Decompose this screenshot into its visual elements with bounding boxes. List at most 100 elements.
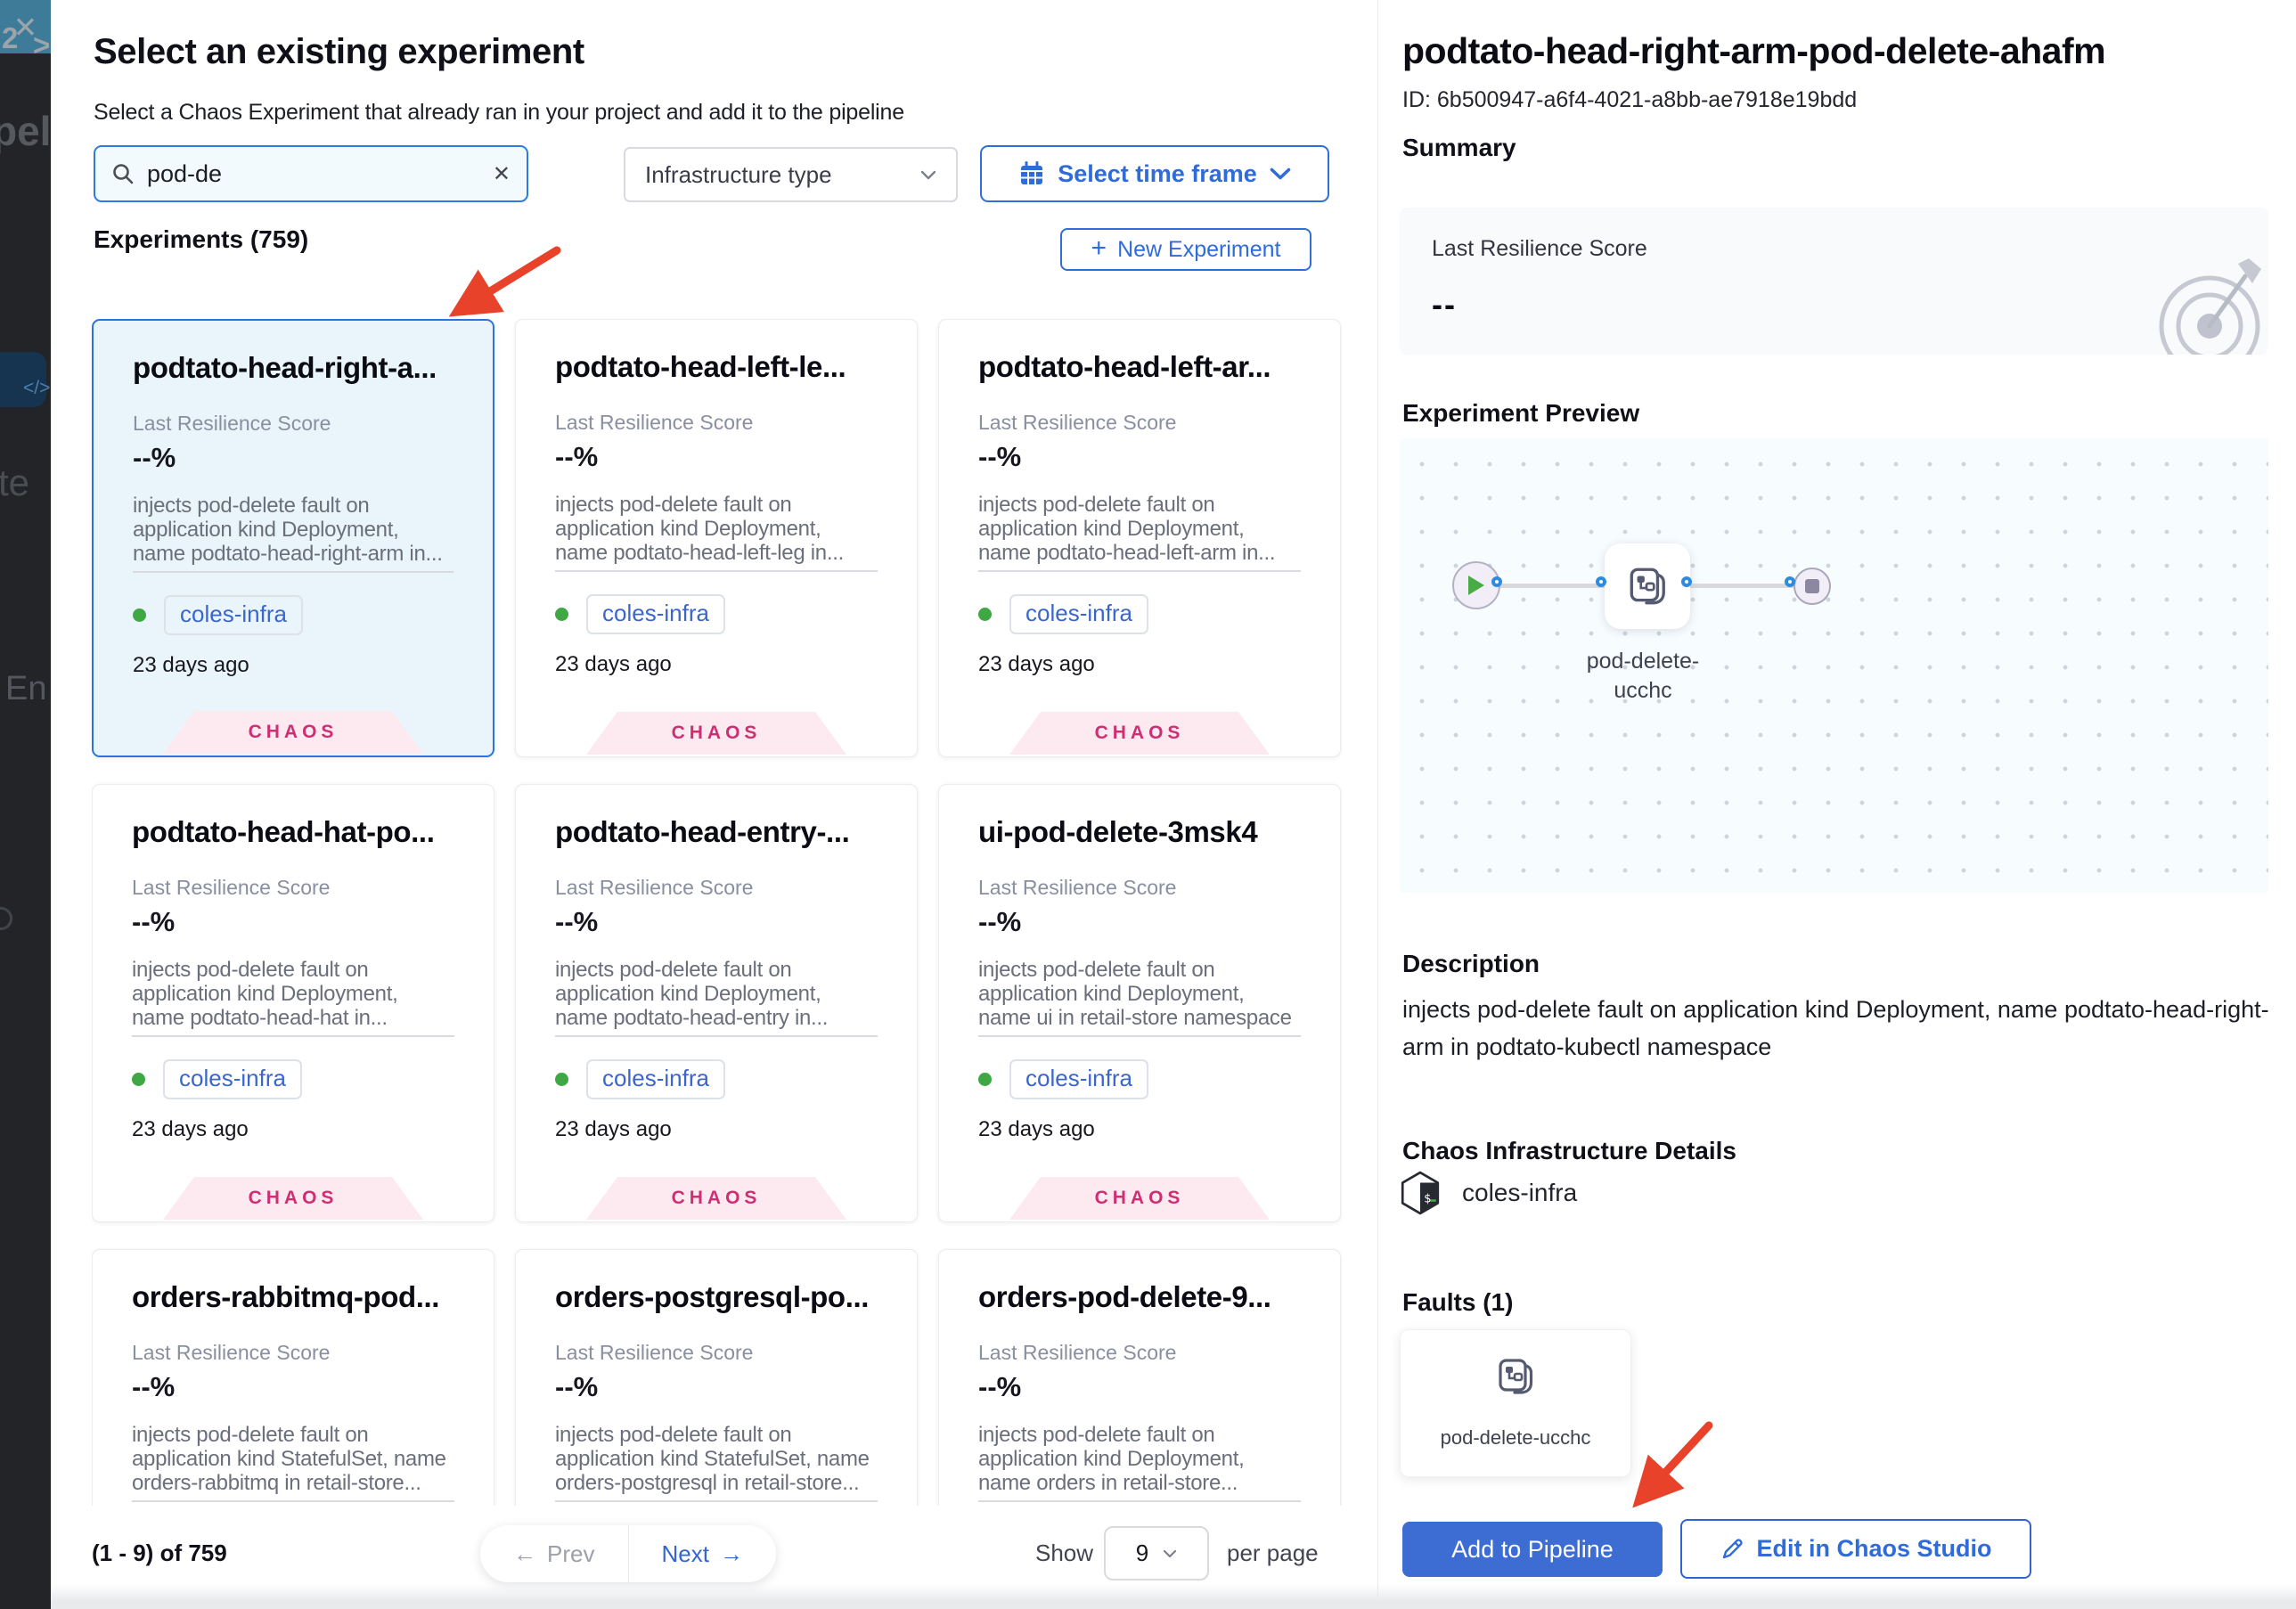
infra-tag[interactable]: coles-infra xyxy=(1009,1059,1148,1099)
resilience-score-label: Last Resilience Score xyxy=(555,411,754,434)
experiment-card[interactable]: podtato-head-hat-po... Last Resilience S… xyxy=(92,784,494,1222)
pagination-pill: ← Prev Next → xyxy=(480,1525,776,1582)
next-arrow-icon: → xyxy=(719,1540,743,1567)
svg-text:$: $ xyxy=(1424,1191,1431,1205)
show-label: Show xyxy=(1035,1540,1094,1566)
resilience-score-value: --% xyxy=(978,441,1022,472)
experiment-card[interactable]: podtato-head-right-a... Last Resilience … xyxy=(92,319,494,757)
backdrop-text-fragment: peli xyxy=(0,108,51,154)
infra-tag[interactable]: coles-infra xyxy=(586,594,725,634)
infra-tag[interactable]: coles-infra xyxy=(586,1059,725,1099)
status-dot xyxy=(978,1073,992,1086)
pencil-icon xyxy=(1722,1539,1743,1559)
end-node xyxy=(1793,568,1831,605)
infrastructure-heading: Chaos Infrastructure Details xyxy=(1402,1137,1736,1164)
chevron-down-icon xyxy=(1164,1549,1177,1557)
search-input[interactable] xyxy=(147,159,480,188)
experiment-details-pane: podtato-head-right-arm-pod-delete-ahafm … xyxy=(1377,0,2296,1609)
close-button[interactable]: 2 > ✕ xyxy=(0,0,51,60)
calendar-icon xyxy=(1021,161,1043,184)
backdrop-node-fragment xyxy=(0,907,12,930)
resilience-score-value: --% xyxy=(555,906,599,937)
experiment-age: 23 days ago xyxy=(555,1117,672,1141)
experiment-card[interactable]: ui-pod-delete-3msk4 Last Resilience Scor… xyxy=(938,784,1341,1222)
node-label: pod-delete- ucchc xyxy=(1586,649,1700,703)
connector-dot xyxy=(1785,576,1795,587)
bottom-fade xyxy=(51,1584,2296,1609)
status-dot xyxy=(133,608,146,622)
infra-tag[interactable]: coles-infra xyxy=(1009,594,1148,634)
chaos-badge: CHAOS xyxy=(163,1177,423,1220)
edit-in-chaos-studio-button[interactable]: Edit in Chaos Studio xyxy=(1680,1519,2031,1579)
fault-card-label: pod-delete-ucchc xyxy=(1440,1426,1591,1449)
chaos-badge: CHAOS xyxy=(586,712,846,755)
fault-icon xyxy=(1499,1359,1533,1394)
experiment-cards-grid: podtato-head-right-a... Last Resilience … xyxy=(92,319,1343,1506)
connector-line xyxy=(1500,584,1605,588)
resilience-score-label: Last Resilience Score xyxy=(132,876,331,899)
clear-search-icon[interactable]: ✕ xyxy=(492,161,511,186)
description-text: injects pod-delete fault on application … xyxy=(1402,996,2269,1060)
infra-hexagon-icon: $ xyxy=(1401,1171,1440,1215)
resilience-score-label: Last Resilience Score xyxy=(555,876,754,899)
experiment-description: injects pod-delete fault on application … xyxy=(133,494,453,573)
chevron-down-icon xyxy=(1270,167,1291,180)
prev-button[interactable]: ← Prev xyxy=(480,1525,629,1582)
infra-row: coles-infra xyxy=(978,594,1301,634)
backdrop-text-fragment: 2 xyxy=(2,21,19,54)
experiment-card[interactable]: orders-postgresql-po... Last Resilience … xyxy=(515,1249,918,1506)
page-size-select[interactable]: 9 xyxy=(1104,1526,1209,1580)
experiment-description: injects pod-delete fault on application … xyxy=(555,958,878,1037)
experiment-description: injects pod-delete fault on application … xyxy=(978,958,1301,1037)
chaos-badge: CHAOS xyxy=(1009,712,1270,755)
resilience-score-label: Last Resilience Score xyxy=(132,1341,331,1364)
experiment-card[interactable]: orders-rabbitmq-pod... Last Resilience S… xyxy=(92,1249,494,1506)
infra-tag[interactable]: coles-infra xyxy=(164,595,303,635)
experiment-card[interactable]: podtato-head-entry-... Last Resilience S… xyxy=(515,784,918,1222)
backdrop-text-fragment: En xyxy=(5,670,47,707)
fault-card[interactable]: pod-delete-ucchc xyxy=(1400,1329,1631,1477)
experiments-count-heading: Experiments (759) xyxy=(94,225,309,253)
new-experiment-button[interactable]: + New Experiment xyxy=(1060,228,1311,271)
description-heading: Description xyxy=(1402,950,1540,977)
timeframe-button[interactable]: Select time frame xyxy=(980,145,1329,202)
summary-card: Last Resilience Score -- xyxy=(1400,208,2268,355)
details-title: podtato-head-right-arm-pod-delete-ahafm xyxy=(1402,30,2106,71)
resilience-score-value: --% xyxy=(132,906,176,937)
resilience-score-value: --% xyxy=(133,442,176,473)
experiment-description: injects pod-delete fault on application … xyxy=(978,493,1301,572)
infra-row: coles-infra xyxy=(133,595,453,635)
experiment-card-title: podtato-head-right-a... xyxy=(133,351,437,384)
next-button[interactable]: Next → xyxy=(629,1525,777,1582)
experiment-age: 23 days ago xyxy=(978,652,1095,676)
resilience-score-label: Last Resilience Score xyxy=(133,412,331,435)
resilience-score-value: --% xyxy=(978,906,1022,937)
target-icon xyxy=(2159,258,2261,355)
chaos-badge: CHAOS xyxy=(163,711,423,754)
preview-canvas: pod-delete- ucchc xyxy=(1400,438,2268,893)
experiment-description: injects pod-delete fault on application … xyxy=(978,1423,1301,1502)
stop-icon xyxy=(1805,579,1819,593)
search-icon xyxy=(113,164,134,184)
experiment-card-title: orders-postgresql-po... xyxy=(555,1280,869,1313)
fault-node-card[interactable] xyxy=(1605,543,1690,629)
search-box[interactable]: ✕ xyxy=(94,145,528,202)
chaos-badge: CHAOS xyxy=(1009,1177,1270,1220)
infra-row: coles-infra xyxy=(555,1059,878,1099)
connector-dot xyxy=(1681,576,1692,587)
experiment-card-title: podtato-head-hat-po... xyxy=(132,815,435,848)
plus-icon: + xyxy=(1091,233,1107,263)
connector-dot xyxy=(1491,576,1502,587)
faults-heading: Faults (1) xyxy=(1402,1288,1514,1316)
experiment-card[interactable]: podtato-head-left-ar... Last Resilience … xyxy=(938,319,1341,757)
resilience-score-label: Last Resilience Score xyxy=(1432,236,1647,261)
connector-dot xyxy=(1596,576,1606,587)
backdrop-code-chip xyxy=(0,352,46,407)
prev-arrow-icon: ← xyxy=(513,1540,537,1567)
backdrop-strip: peli </> te En 2 > ✕ xyxy=(0,0,51,1609)
infra-tag[interactable]: coles-infra xyxy=(163,1059,302,1099)
experiment-card[interactable]: orders-pod-delete-9... Last Resilience S… xyxy=(938,1249,1341,1506)
infrastructure-type-select[interactable]: Infrastructure type xyxy=(624,147,958,202)
experiment-card[interactable]: podtato-head-left-le... Last Resilience … xyxy=(515,319,918,757)
add-to-pipeline-button[interactable]: Add to Pipeline xyxy=(1402,1522,1663,1577)
